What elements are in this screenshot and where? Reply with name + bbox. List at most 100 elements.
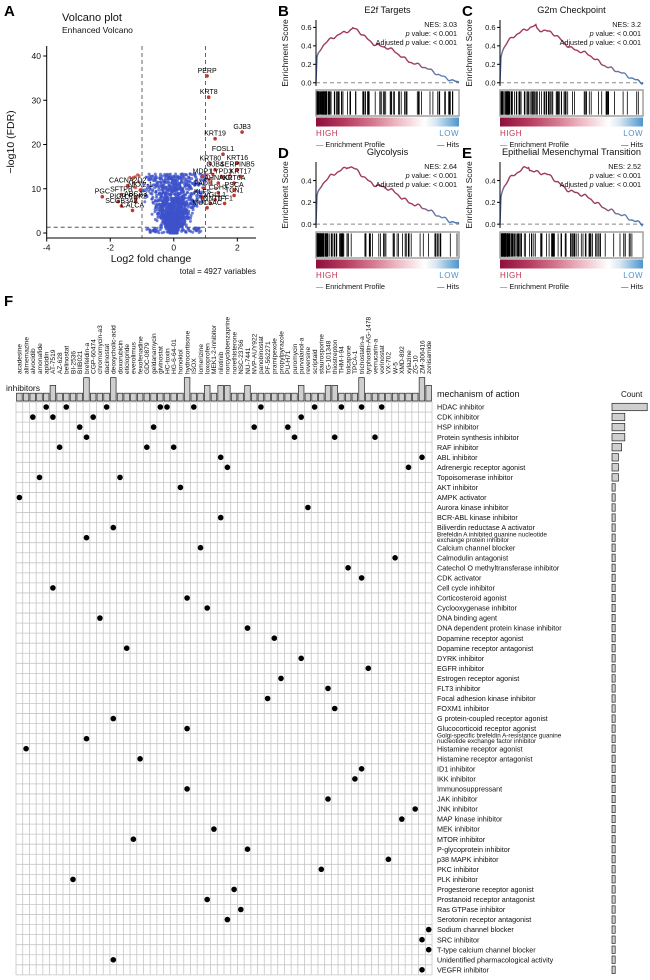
mechanism-count-bar [611, 794, 616, 804]
matrix-dot [231, 886, 237, 893]
inhibitor-count-bar [371, 392, 379, 402]
inhibitor-count-bar [391, 392, 399, 402]
matrix-dot [184, 595, 190, 601]
inhibitor-label: apicidin [44, 351, 51, 374]
mechanism-count-bar [611, 402, 648, 412]
inhibitor-count-bar [412, 392, 419, 402]
matrix-dot [63, 404, 70, 410]
mechanism-count-bar [611, 593, 616, 603]
mechanism-count-bar [611, 563, 616, 572]
mechanism-label: Topoisomerase inhibitor [437, 473, 514, 482]
inhibitor-label: ZG-10 [413, 355, 420, 374]
mechanism-label: Dopamine receptor antagonist [437, 644, 533, 653]
matrix-dot [76, 424, 83, 430]
matrix-dot [345, 565, 351, 571]
inhibitor-count-bar [351, 392, 358, 402]
inhibitor-label: HC-toxin [164, 348, 171, 374]
gene-point [202, 186, 206, 191]
matrix-dot [211, 826, 217, 832]
matrix-dot [271, 635, 278, 641]
inhibitor-count-bar [304, 392, 312, 402]
y-tick-label: 0.4 [301, 42, 311, 51]
gsea-adjusted-pvalue: Adjusted p value: < 0.001 [560, 38, 641, 47]
gsea-pvalue: p value: < 0.001 [589, 29, 641, 38]
inhibitor-label: hydrocortisone [184, 330, 191, 374]
matrix-dot [56, 444, 63, 450]
gene-point [200, 195, 205, 199]
gene-label: ABCA3 [124, 191, 147, 198]
mechanism-count-bar [611, 443, 622, 452]
mechanism-count-bar [611, 965, 616, 974]
matrix-dot [83, 735, 90, 742]
matrix-dot [150, 424, 157, 430]
inhibitor-label: eticlopride [124, 344, 131, 374]
matrix-dot [291, 434, 298, 440]
gene-label: PADI1 [194, 180, 214, 187]
inhibitor-count-bar [224, 385, 231, 402]
mechanism-count-bar [611, 473, 619, 482]
high-label: HIGH [316, 129, 338, 138]
mechanism-label: ID1 inhibitor [437, 764, 476, 773]
mechanism-label: Calcium channel blocker [437, 543, 516, 552]
matrix-dot [238, 906, 244, 913]
x-tick-label: -2 [106, 243, 114, 253]
mechanism-label: Serotonin receptor antagonist [437, 915, 531, 924]
mechanism-label: Cell cycle inhibitor [437, 584, 496, 593]
inhibitor-count-bar [217, 385, 224, 402]
matrix-dot [50, 414, 56, 420]
inhibitor-labels: acadesine alimemazine alvocidib amonafide ap… [17, 316, 433, 374]
mechanism-label: Estrogen receptor agonist [437, 674, 519, 683]
mechanism-label: DNA dependent protein kinase inhibitor [437, 624, 562, 633]
gsea-enrichment-curve [315, 26, 460, 83]
gene-label: LYPD3 [211, 168, 233, 175]
gsea-rank-gradient [316, 259, 459, 269]
matrix-dot [23, 745, 29, 752]
matrix-dot [97, 615, 103, 621]
matrix-dot [177, 484, 184, 491]
gene-point [206, 95, 211, 99]
inhibitor-count-bar [130, 392, 137, 402]
matrix-dot [130, 836, 137, 842]
mechanism-count-bar [611, 804, 616, 814]
inhibitor-label: verrucarin-a [372, 338, 379, 374]
gene-point [133, 199, 138, 204]
mechanism-label: Immunosuppressant [437, 785, 502, 794]
gene-point [119, 192, 124, 197]
inhibitor-label: zonisamide [426, 340, 433, 374]
gene-label: FOSL1 [212, 146, 234, 153]
x-tick-label: 0 [171, 243, 176, 253]
mechanism-label: Biliverdin reductase A activator [437, 523, 535, 532]
inhibitor-label: geldanamycin [151, 333, 158, 374]
gsea-enrichment-curve [315, 166, 460, 225]
mechanism-label: DYRK inhibitor [437, 654, 485, 663]
y-tick-label: 0.0 [485, 220, 495, 229]
inhibitor-label: BI-2536 [70, 351, 77, 374]
volcano-title: Volcano plot [62, 12, 122, 24]
inhibitor-label: givinostat [158, 346, 165, 374]
mechanism-count-bar [611, 865, 616, 874]
inhibitor-count-bar [177, 392, 184, 402]
gsea-nes: NES: 3.2 [612, 20, 641, 29]
gene-point [235, 167, 240, 172]
panel-a-volcano-plot: PERP KRT8 GJB3 KRT19 FOSL1 KRT80 KRT16GJB4SERP… [5, 12, 256, 276]
mechanism-label: Histamine receptor agonist [437, 744, 523, 753]
matrix-grid [15, 401, 433, 976]
inhibitor-label: loxoprofen [205, 343, 212, 374]
inhibitor-count-bar [324, 385, 332, 402]
gsea-adjusted-pvalue: Adjusted p value: < 0.001 [376, 180, 457, 189]
low-label: LOW [439, 271, 459, 280]
inhibitor-label: xylazine [406, 350, 413, 374]
mechanism-label: Sodium channel blocker [437, 925, 514, 934]
inhibitor-count-bar [210, 392, 218, 402]
mechanism-count-bar [611, 503, 616, 512]
gene-label: SERPINB5 [220, 162, 255, 169]
mechanism-count-bar [611, 543, 616, 552]
inhibitor-label: puromycin [292, 343, 299, 374]
gene-label: GJB3 [233, 124, 251, 131]
panel-letter-e: E [462, 145, 473, 162]
inhibitor-label: acadesine [17, 344, 24, 374]
matrix-dot [298, 414, 305, 420]
legend-enrichment-profile: — Enrichment Profile [500, 282, 569, 291]
matrix-dot [392, 555, 398, 561]
mechanism-count-bar [611, 835, 616, 844]
